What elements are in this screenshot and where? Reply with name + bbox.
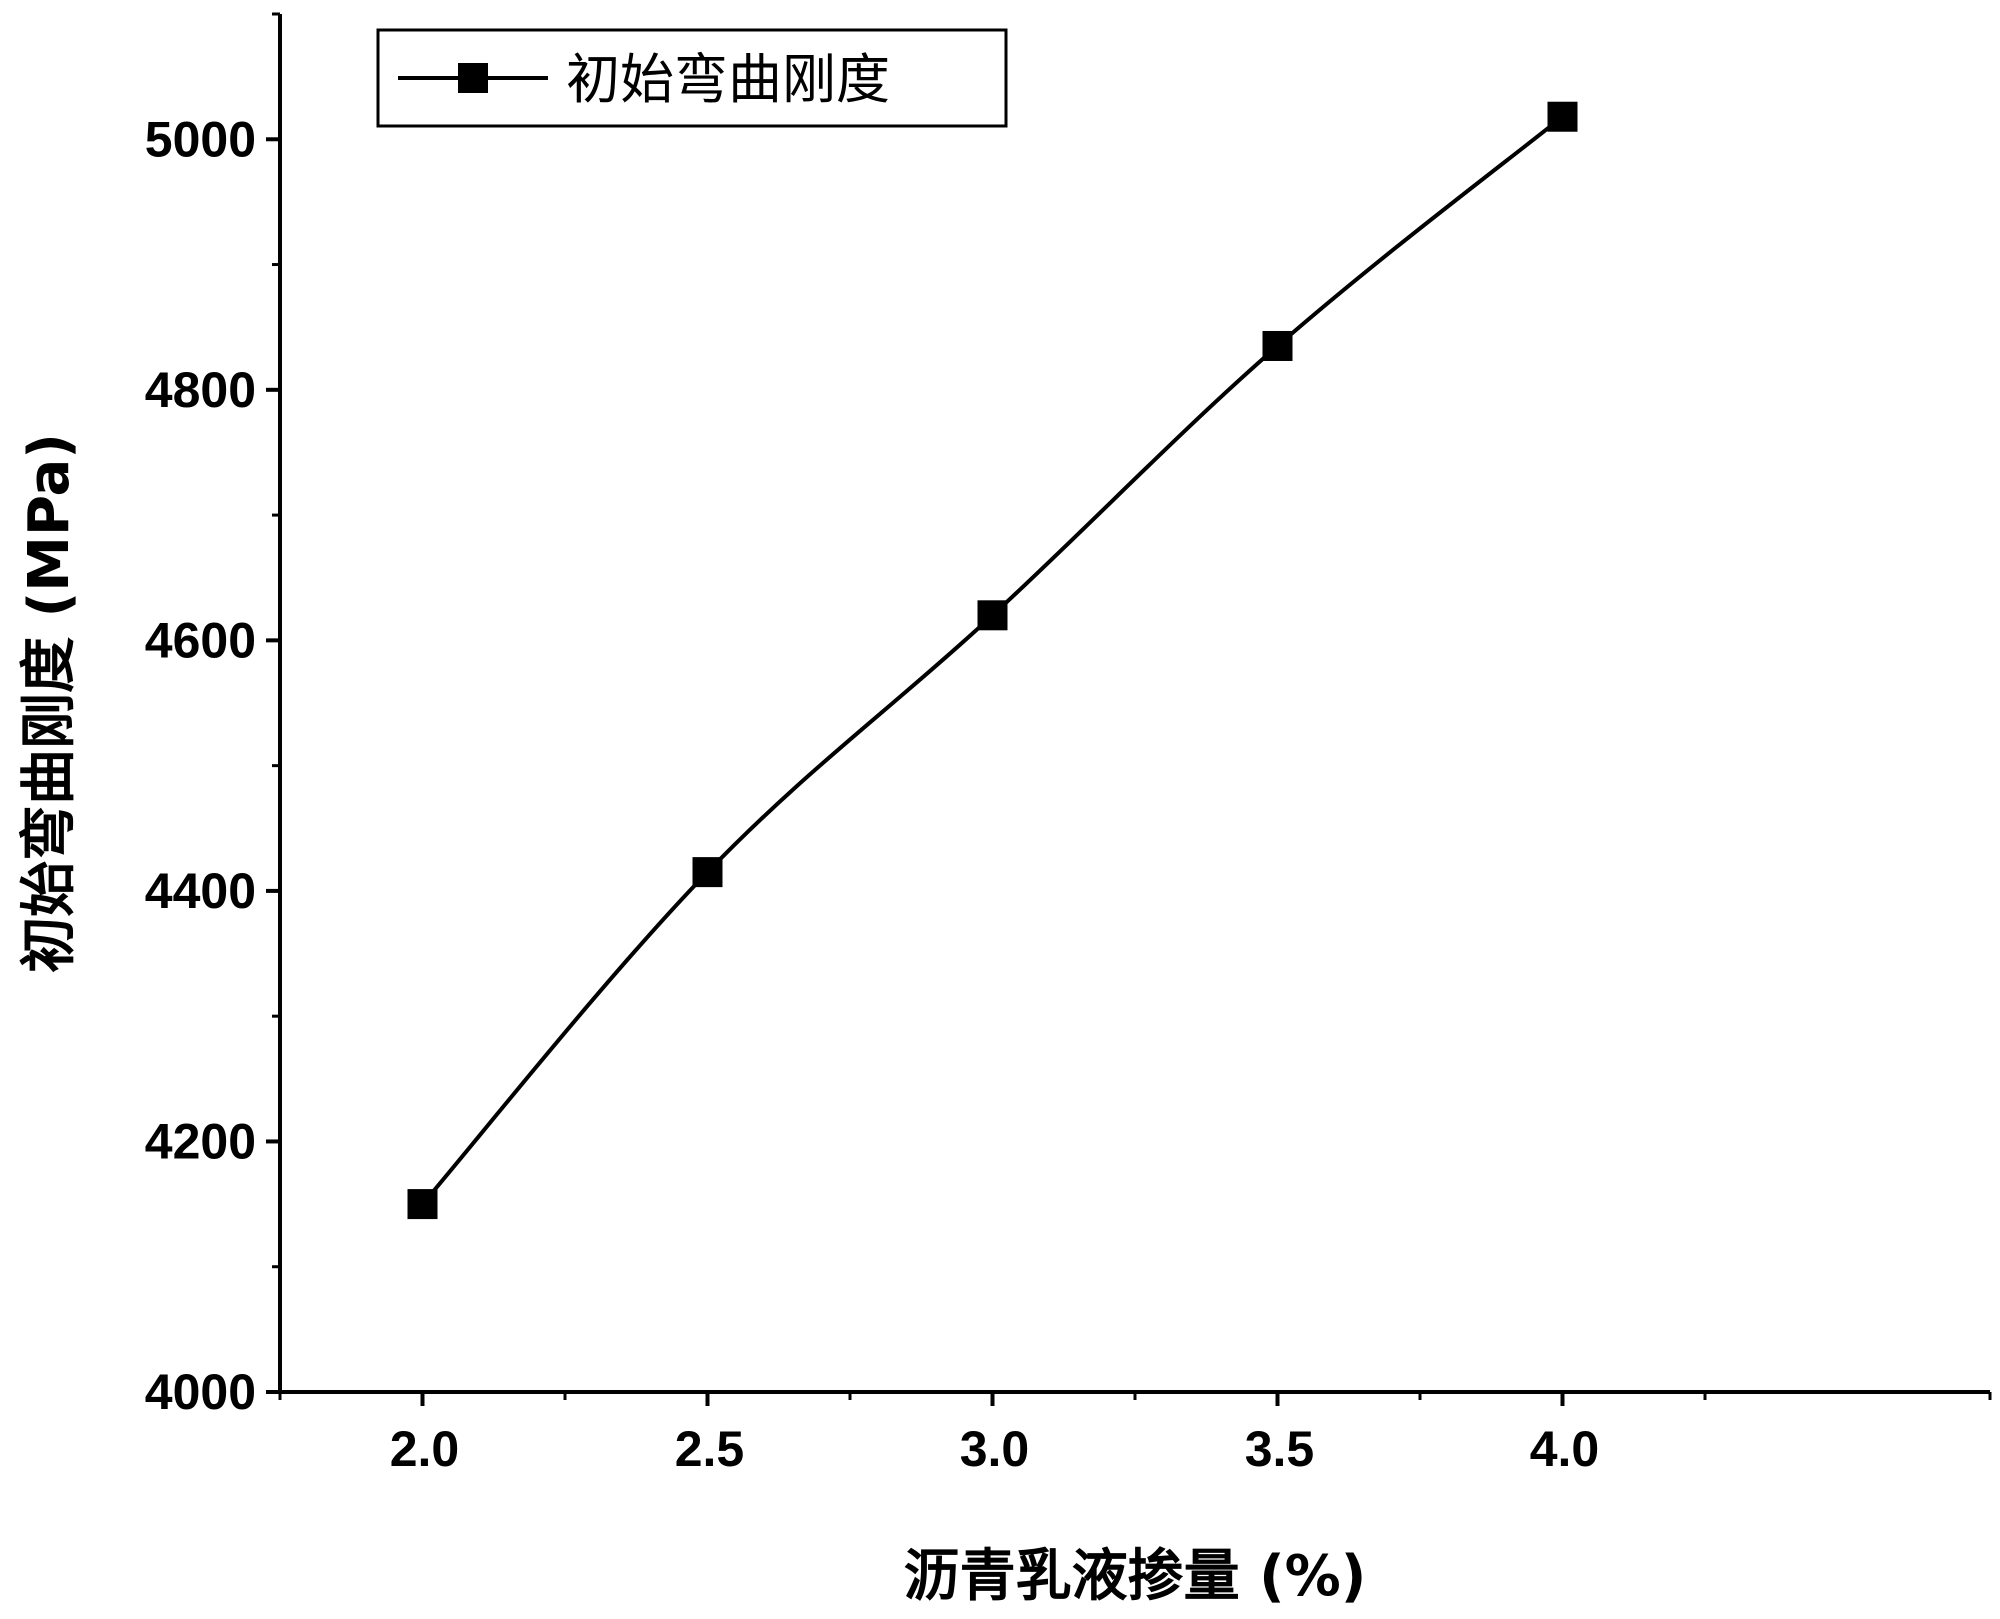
y-tick-label: 4800 (145, 362, 256, 418)
y-tick-label: 4400 (145, 863, 256, 919)
legend-label: 初始弯曲刚度 (566, 48, 890, 111)
series (407, 101, 1578, 1220)
data-point-marker (692, 857, 723, 888)
y-ticks: 4000 4200 4400 4600 4800 5000 (145, 12, 280, 1420)
y-tick-label: 4200 (145, 1113, 256, 1169)
y-tick-label: 4000 (145, 1364, 256, 1420)
data-point-marker (1262, 330, 1293, 361)
x-tick-label: 2.5 (675, 1421, 745, 1477)
data-point-marker (1547, 101, 1578, 132)
x-axis-title: 沥青乳液掺量 (%) (904, 1544, 1367, 1609)
data-point-marker (977, 600, 1008, 631)
x-tick-label: 4.0 (1530, 1421, 1600, 1477)
y-tick-label: 5000 (145, 111, 256, 167)
axes (278, 14, 1990, 1394)
legend: 初始弯曲刚度 (376, 28, 1008, 128)
data-point-marker (407, 1189, 438, 1220)
x-ticks: 2.0 2.5 3.0 3.5 4.0 (278, 1392, 1992, 1477)
legend-marker-square (458, 63, 488, 93)
y-tick-label: 4600 (145, 612, 256, 668)
x-tick-label: 3.5 (1245, 1421, 1315, 1477)
y-axis-title: 初始弯曲刚度 (MPa) (17, 433, 82, 973)
x-tick-label: 2.0 (390, 1421, 460, 1477)
series-line (420, 115, 1564, 1206)
x-tick-label: 3.0 (960, 1421, 1030, 1477)
